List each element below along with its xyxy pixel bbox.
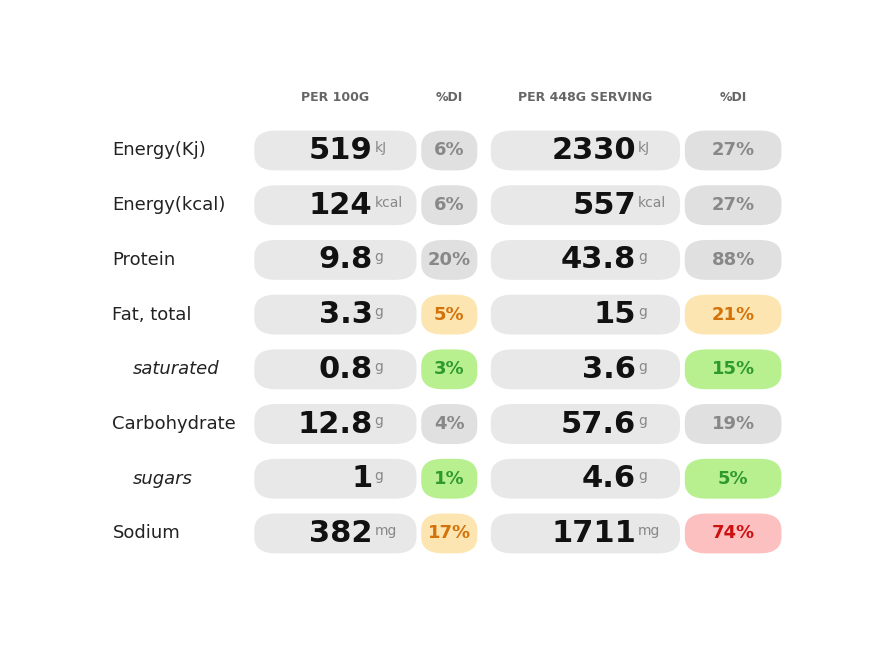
Text: 5%: 5% <box>434 305 465 323</box>
Text: kJ: kJ <box>638 141 651 155</box>
Text: 19%: 19% <box>712 415 754 433</box>
FancyBboxPatch shape <box>421 513 477 553</box>
Text: Carbohydrate: Carbohydrate <box>112 415 236 433</box>
FancyBboxPatch shape <box>685 295 781 335</box>
Text: sugars: sugars <box>133 469 193 488</box>
FancyBboxPatch shape <box>491 185 680 225</box>
Text: 12.8: 12.8 <box>297 410 372 438</box>
Text: g: g <box>375 469 384 483</box>
Text: 3%: 3% <box>434 361 465 378</box>
FancyBboxPatch shape <box>421 459 477 499</box>
Text: g: g <box>638 250 647 264</box>
Text: 1711: 1711 <box>551 519 636 548</box>
Text: 43.8: 43.8 <box>561 246 636 274</box>
FancyBboxPatch shape <box>421 240 477 280</box>
Text: g: g <box>375 360 384 374</box>
FancyBboxPatch shape <box>491 295 680 335</box>
FancyBboxPatch shape <box>421 295 477 335</box>
FancyBboxPatch shape <box>491 404 680 444</box>
FancyBboxPatch shape <box>255 404 417 444</box>
Text: Energy(Kj): Energy(Kj) <box>112 141 206 159</box>
FancyBboxPatch shape <box>491 349 680 389</box>
Text: g: g <box>638 360 647 374</box>
Text: 3.6: 3.6 <box>582 355 636 384</box>
Text: 2330: 2330 <box>551 136 636 165</box>
FancyBboxPatch shape <box>685 131 781 171</box>
Text: g: g <box>638 469 647 483</box>
FancyBboxPatch shape <box>491 131 680 171</box>
Text: 382: 382 <box>309 519 372 548</box>
FancyBboxPatch shape <box>685 349 781 389</box>
Text: 519: 519 <box>309 136 372 165</box>
FancyBboxPatch shape <box>255 349 417 389</box>
Text: 3.3: 3.3 <box>318 300 372 329</box>
Text: 57.6: 57.6 <box>561 410 636 438</box>
Text: Energy(kcal): Energy(kcal) <box>112 196 226 214</box>
FancyBboxPatch shape <box>255 295 417 335</box>
Text: PER 100G: PER 100G <box>302 91 370 104</box>
Text: g: g <box>375 250 384 264</box>
Text: Fat, total: Fat, total <box>112 305 192 323</box>
Text: 1: 1 <box>351 464 372 493</box>
Text: 6%: 6% <box>434 141 465 159</box>
Text: 124: 124 <box>309 191 372 220</box>
Text: 6%: 6% <box>434 196 465 214</box>
Text: 4%: 4% <box>434 415 465 433</box>
FancyBboxPatch shape <box>255 459 417 499</box>
Text: 17%: 17% <box>427 525 471 542</box>
FancyBboxPatch shape <box>421 349 477 389</box>
Text: 4.6: 4.6 <box>582 464 636 493</box>
Text: g: g <box>375 305 384 319</box>
Text: PER 448G SERVING: PER 448G SERVING <box>518 91 652 104</box>
Text: 27%: 27% <box>712 141 754 159</box>
FancyBboxPatch shape <box>685 240 781 280</box>
FancyBboxPatch shape <box>421 404 477 444</box>
FancyBboxPatch shape <box>491 240 680 280</box>
Text: %DI: %DI <box>435 91 462 104</box>
FancyBboxPatch shape <box>421 131 477 171</box>
FancyBboxPatch shape <box>421 185 477 225</box>
Text: 15: 15 <box>594 300 636 329</box>
Text: saturated: saturated <box>133 361 219 378</box>
Text: 1%: 1% <box>434 469 465 488</box>
Text: Protein: Protein <box>112 251 175 269</box>
Text: 9.8: 9.8 <box>318 246 372 274</box>
FancyBboxPatch shape <box>255 185 417 225</box>
FancyBboxPatch shape <box>255 240 417 280</box>
Text: g: g <box>638 305 647 319</box>
FancyBboxPatch shape <box>685 185 781 225</box>
FancyBboxPatch shape <box>685 459 781 499</box>
Text: 21%: 21% <box>712 305 754 323</box>
Text: 5%: 5% <box>718 469 748 488</box>
Text: 74%: 74% <box>712 525 754 542</box>
Text: 557: 557 <box>573 191 636 220</box>
Text: mg: mg <box>638 524 660 538</box>
Text: mg: mg <box>375 524 397 538</box>
Text: kcal: kcal <box>638 196 666 210</box>
FancyBboxPatch shape <box>685 513 781 553</box>
FancyBboxPatch shape <box>491 513 680 553</box>
Text: g: g <box>638 414 647 428</box>
Text: 27%: 27% <box>712 196 754 214</box>
Text: 0.8: 0.8 <box>318 355 372 384</box>
Text: kcal: kcal <box>375 196 403 210</box>
FancyBboxPatch shape <box>491 459 680 499</box>
Text: Sodium: Sodium <box>112 525 181 542</box>
FancyBboxPatch shape <box>685 404 781 444</box>
Text: 88%: 88% <box>712 251 755 269</box>
Text: 15%: 15% <box>712 361 754 378</box>
Text: kJ: kJ <box>375 141 386 155</box>
Text: 20%: 20% <box>427 251 471 269</box>
FancyBboxPatch shape <box>255 513 417 553</box>
Text: %DI: %DI <box>719 91 747 104</box>
FancyBboxPatch shape <box>255 131 417 171</box>
Text: g: g <box>375 414 384 428</box>
